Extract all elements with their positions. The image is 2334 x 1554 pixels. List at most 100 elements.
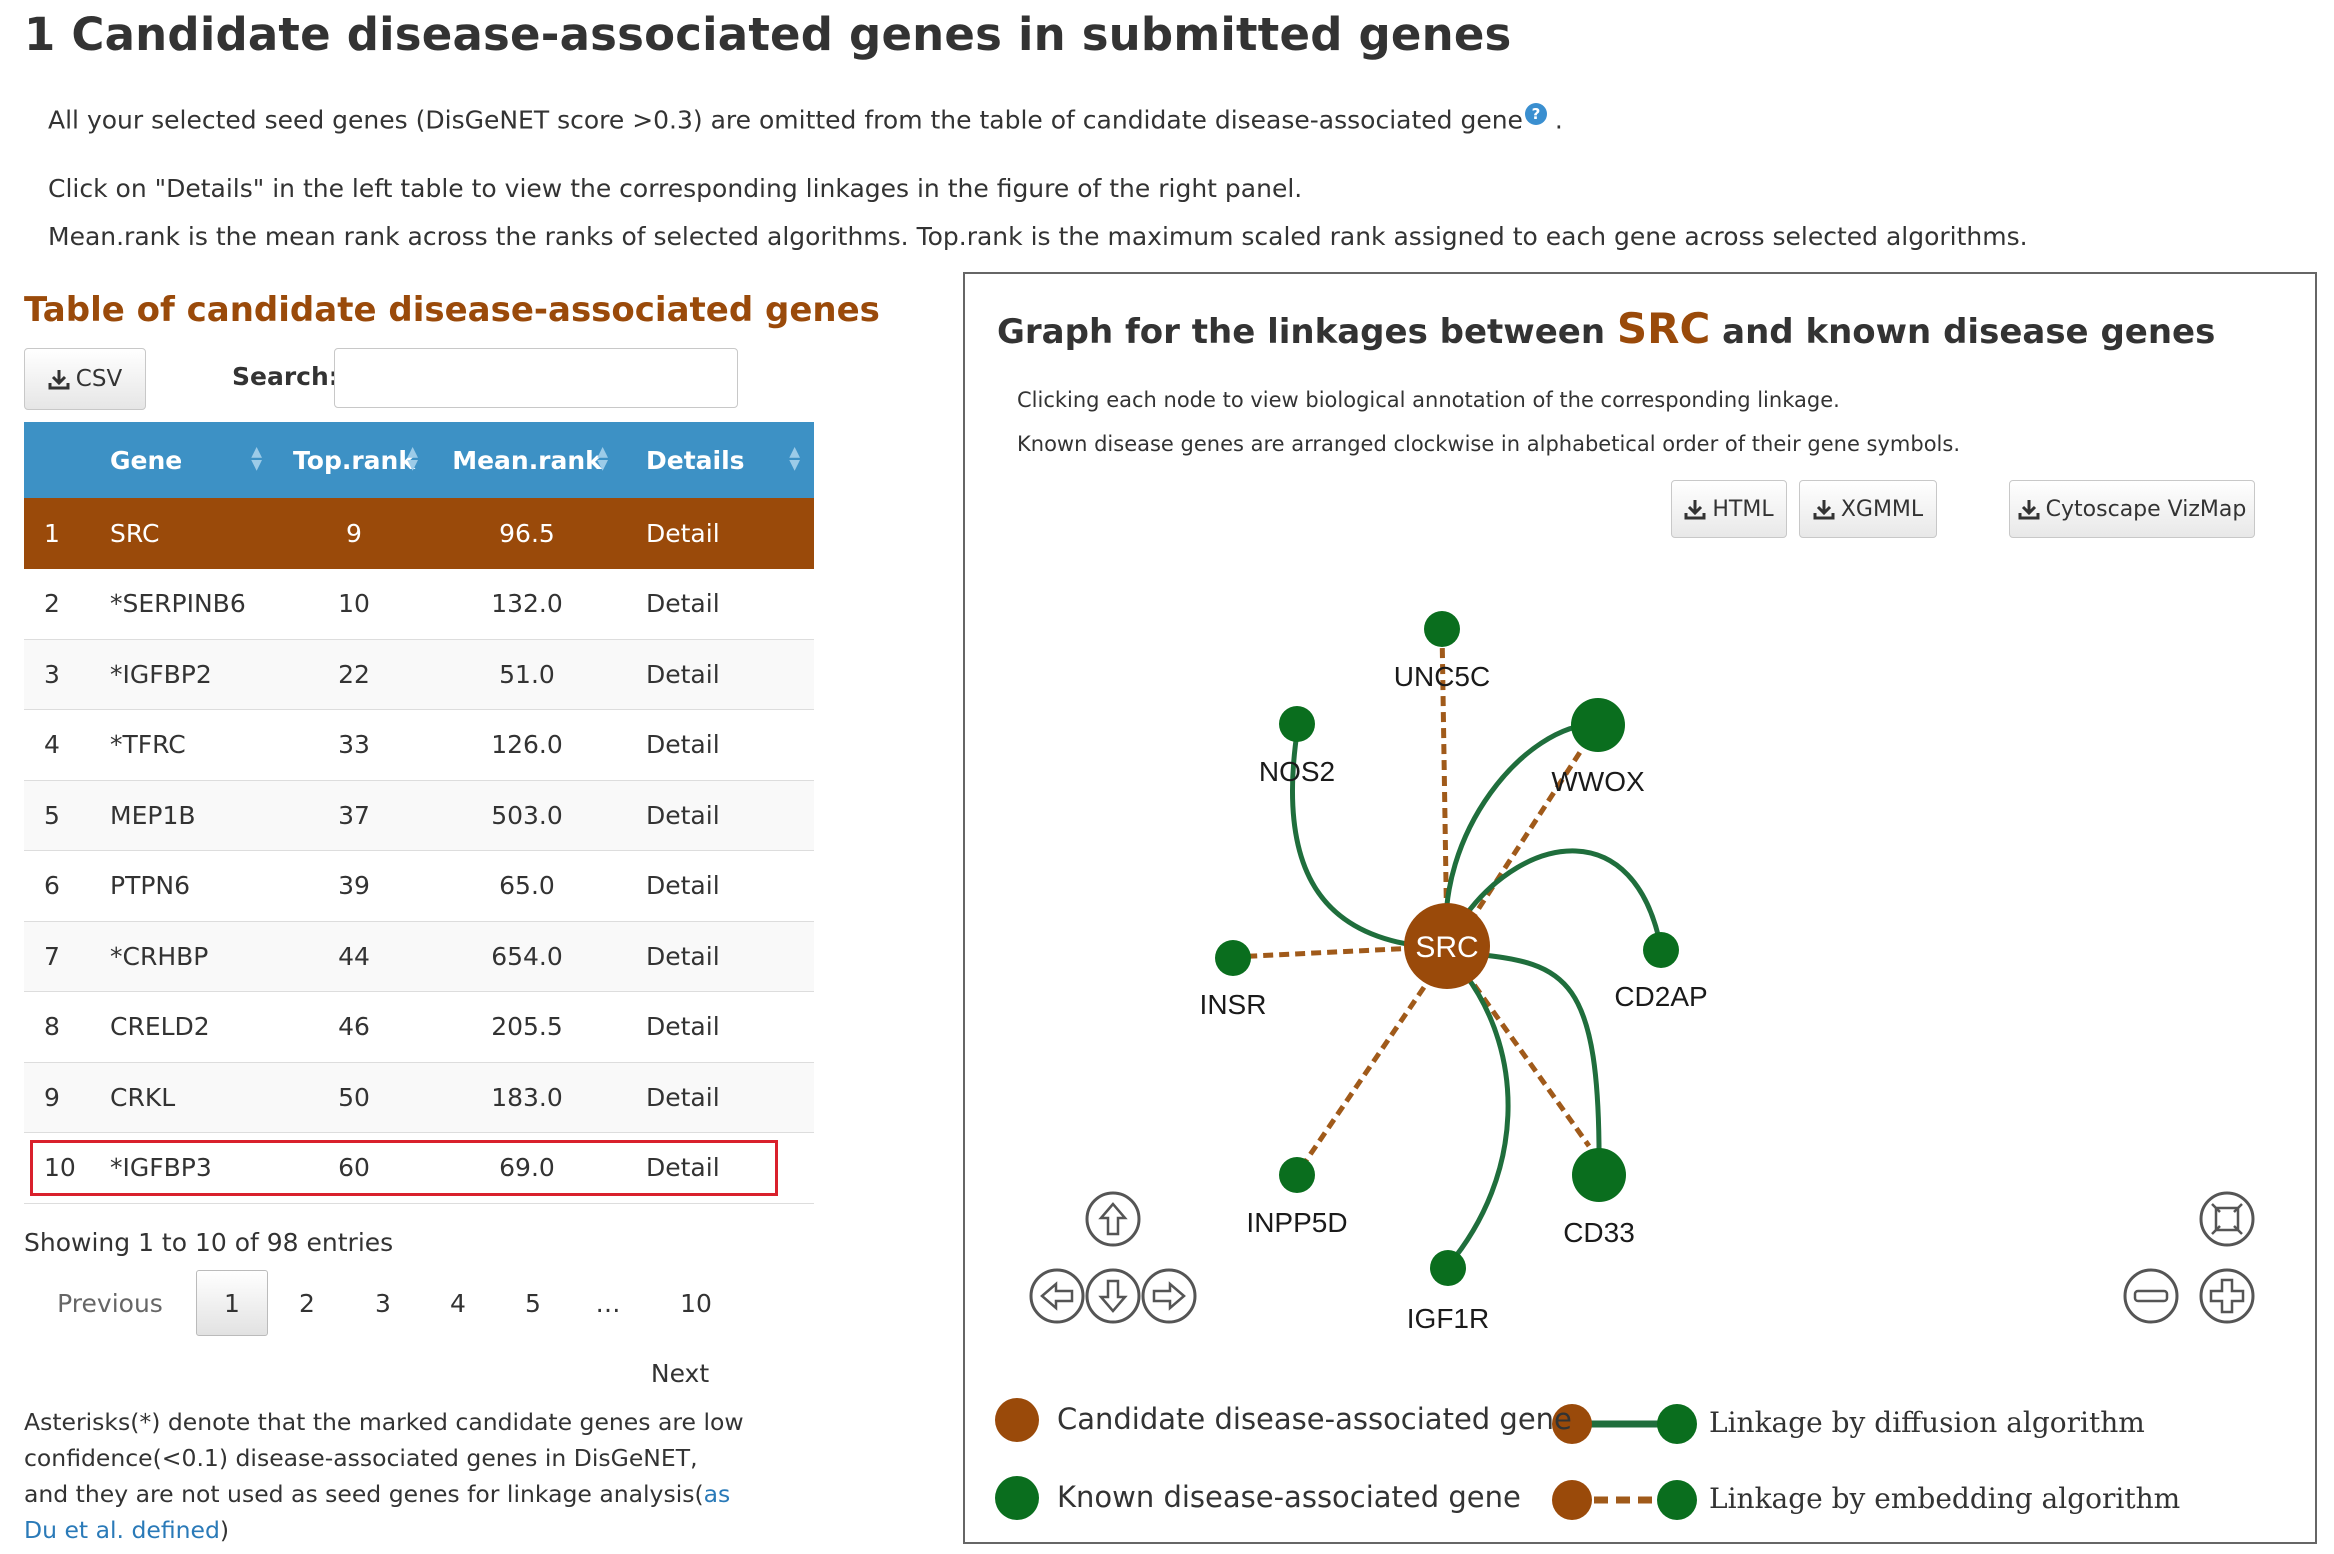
legend-known-label: Known disease-associated gene [1057, 1480, 1521, 1514]
node-label-insr: INSR [1200, 989, 1267, 1020]
row-top-rank: 60 [276, 1132, 432, 1204]
intro-rank-text: Mean.rank is the mean rank across the ra… [48, 222, 2028, 251]
table-row[interactable]: 1 SRC 9 96.5 Detail [24, 498, 814, 569]
detail-link[interactable]: Detail [622, 568, 814, 640]
table-row[interactable]: 5 MEP1B 37 503.0 Detail [24, 780, 814, 851]
pan-up-icon[interactable] [1085, 1191, 1141, 1247]
du-et-al-link[interactable]: as Du et al. defined [24, 1480, 731, 1544]
row-gene: *TFRC [110, 709, 276, 781]
intro-click-text: Click on "Details" in the left table to … [48, 174, 1303, 203]
row-mean-rank: 205.5 [432, 991, 622, 1063]
csv-button-label: CSV [75, 366, 123, 392]
column-header-top-rank[interactable]: Top.rank ▲ ▼ [276, 422, 432, 498]
table-heading: Table of candidate disease-associated ge… [24, 290, 880, 330]
node-nos2[interactable] [1279, 706, 1315, 742]
table-row[interactable]: 2 *SERPINB6 10 132.0 Detail [24, 568, 814, 640]
detail-link[interactable]: Detail [622, 1062, 814, 1133]
download-xgmml-button[interactable]: XGMML [1799, 480, 1937, 538]
column-header-mean-rank-label: Mean.rank [452, 445, 602, 475]
node-cd2ap[interactable] [1643, 932, 1679, 968]
download-icon [48, 370, 70, 390]
graph-title-gene: SRC [1616, 304, 1711, 353]
node-cd33[interactable] [1572, 1148, 1626, 1202]
pagination-page-2[interactable]: 2 [299, 1288, 315, 1318]
pan-right-icon[interactable] [1141, 1268, 1197, 1324]
column-header-top-rank-label: Top.rank [293, 445, 415, 475]
table-row[interactable]: 9 CRKL 50 183.0 Detail [24, 1062, 814, 1133]
sort-icon: ▲ ▼ [251, 444, 262, 473]
zoom-in-icon[interactable] [2199, 1268, 2255, 1324]
row-mean-rank: 132.0 [432, 568, 622, 640]
detail-link[interactable]: Detail [622, 709, 814, 781]
node-label-wwox: WWOX [1551, 766, 1645, 797]
row-mean-rank: 183.0 [432, 1062, 622, 1133]
edge-cd33-embedding [1462, 970, 1592, 1148]
graph-panel: Graph for the linkages between SRC and k… [963, 272, 2317, 1544]
footnote-end: ) [219, 1516, 230, 1544]
legend-symbols [995, 1398, 1697, 1520]
download-html-label: HTML [1712, 496, 1774, 522]
download-vizmap-button[interactable]: Cytoscape VizMap [2009, 480, 2255, 538]
table-row[interactable]: 3 *IGFBP2 22 51.0 Detail [24, 639, 814, 710]
node-unc5c[interactable] [1424, 611, 1460, 647]
edge-insr [1232, 945, 1418, 960]
row-gene: *CRHBP [110, 921, 276, 992]
detail-link[interactable]: Detail [622, 780, 814, 851]
detail-link[interactable]: Detail [622, 1132, 814, 1204]
node-label-nos2: NOS2 [1259, 756, 1335, 787]
pagination-page-10[interactable]: 10 [680, 1288, 712, 1318]
row-gene: PTPN6 [110, 850, 276, 922]
detail-link[interactable]: Detail [622, 498, 814, 569]
table-row[interactable]: 8 CRELD2 46 205.5 Detail [24, 991, 814, 1063]
footnote-text: Asterisks(*) denote that the marked cand… [24, 1408, 744, 1508]
help-icon[interactable]: ? [1524, 103, 1547, 125]
detail-link[interactable]: Detail [622, 850, 814, 922]
network-edges [1232, 628, 1664, 1268]
detail-link[interactable]: Detail [622, 639, 814, 710]
table-row[interactable]: 6 PTPN6 39 65.0 Detail [24, 850, 814, 922]
node-inpp5d[interactable] [1279, 1157, 1315, 1193]
candidate-genes-table: Gene ▲ ▼ Top.rank ▲ ▼ Mean.rank ▲ ▼ Details ▲ ▼ … [24, 422, 814, 1204]
pan-left-icon[interactable] [1029, 1268, 1085, 1324]
pagination-next[interactable]: Next [650, 1358, 710, 1388]
table-row[interactable]: 10 *IGFBP3 60 69.0 Detail [24, 1132, 814, 1204]
pagination-page-3[interactable]: 3 [375, 1288, 391, 1318]
node-igf1r[interactable] [1430, 1250, 1466, 1286]
node-label-cd2ap: CD2AP [1614, 981, 1707, 1012]
detail-link[interactable]: Detail [622, 921, 814, 992]
pagination-previous[interactable]: Previous [57, 1288, 163, 1318]
row-gene: CRELD2 [110, 991, 276, 1063]
column-header-gene[interactable]: Gene ▲ ▼ [110, 422, 276, 498]
download-icon [2018, 500, 2040, 520]
csv-download-button[interactable]: CSV [24, 348, 146, 410]
pagination-page-5[interactable]: 5 [525, 1288, 541, 1318]
column-header-gene-label: Gene [110, 445, 183, 475]
row-index: 6 [24, 850, 110, 922]
row-mean-rank: 69.0 [432, 1132, 622, 1204]
legend-known-dot [995, 1476, 1039, 1520]
pan-down-icon[interactable] [1085, 1268, 1141, 1324]
download-icon [1813, 500, 1835, 520]
asterisk-footnote: Asterisks(*) denote that the marked cand… [24, 1404, 744, 1548]
node-label-inpp5d: INPP5D [1246, 1207, 1347, 1238]
edge-igf1r [1446, 972, 1511, 1268]
table-header-row: Gene ▲ ▼ Top.rank ▲ ▼ Mean.rank ▲ ▼ Details ▲ ▼ [24, 422, 814, 498]
pagination-page-1[interactable]: 1 [196, 1270, 268, 1336]
search-input[interactable] [334, 348, 738, 408]
linkage-network: UNC5C WWOX CD2AP CD33 IGF1R INPP5D INSR … [995, 611, 2255, 1520]
node-insr[interactable] [1215, 940, 1251, 976]
zoom-out-icon[interactable] [2123, 1268, 2179, 1324]
legend-candidate-dot [995, 1398, 1039, 1442]
pagination-page-4[interactable]: 4 [450, 1288, 466, 1318]
table-row[interactable]: 7 *CRHBP 44 654.0 Detail [24, 921, 814, 992]
node-src[interactable] [1404, 903, 1490, 989]
column-header-details[interactable]: Details ▲ ▼ [622, 422, 814, 498]
column-header-mean-rank[interactable]: Mean.rank ▲ ▼ [432, 422, 622, 498]
download-html-button[interactable]: HTML [1671, 480, 1787, 538]
table-row[interactable]: 4 *TFRC 33 126.0 Detail [24, 709, 814, 781]
detail-link[interactable]: Detail [622, 991, 814, 1063]
node-wwox[interactable] [1571, 698, 1625, 752]
row-gene: SRC [110, 498, 276, 569]
node-label-cd33: CD33 [1563, 1217, 1635, 1248]
fit-to-screen-icon[interactable] [2199, 1191, 2255, 1247]
